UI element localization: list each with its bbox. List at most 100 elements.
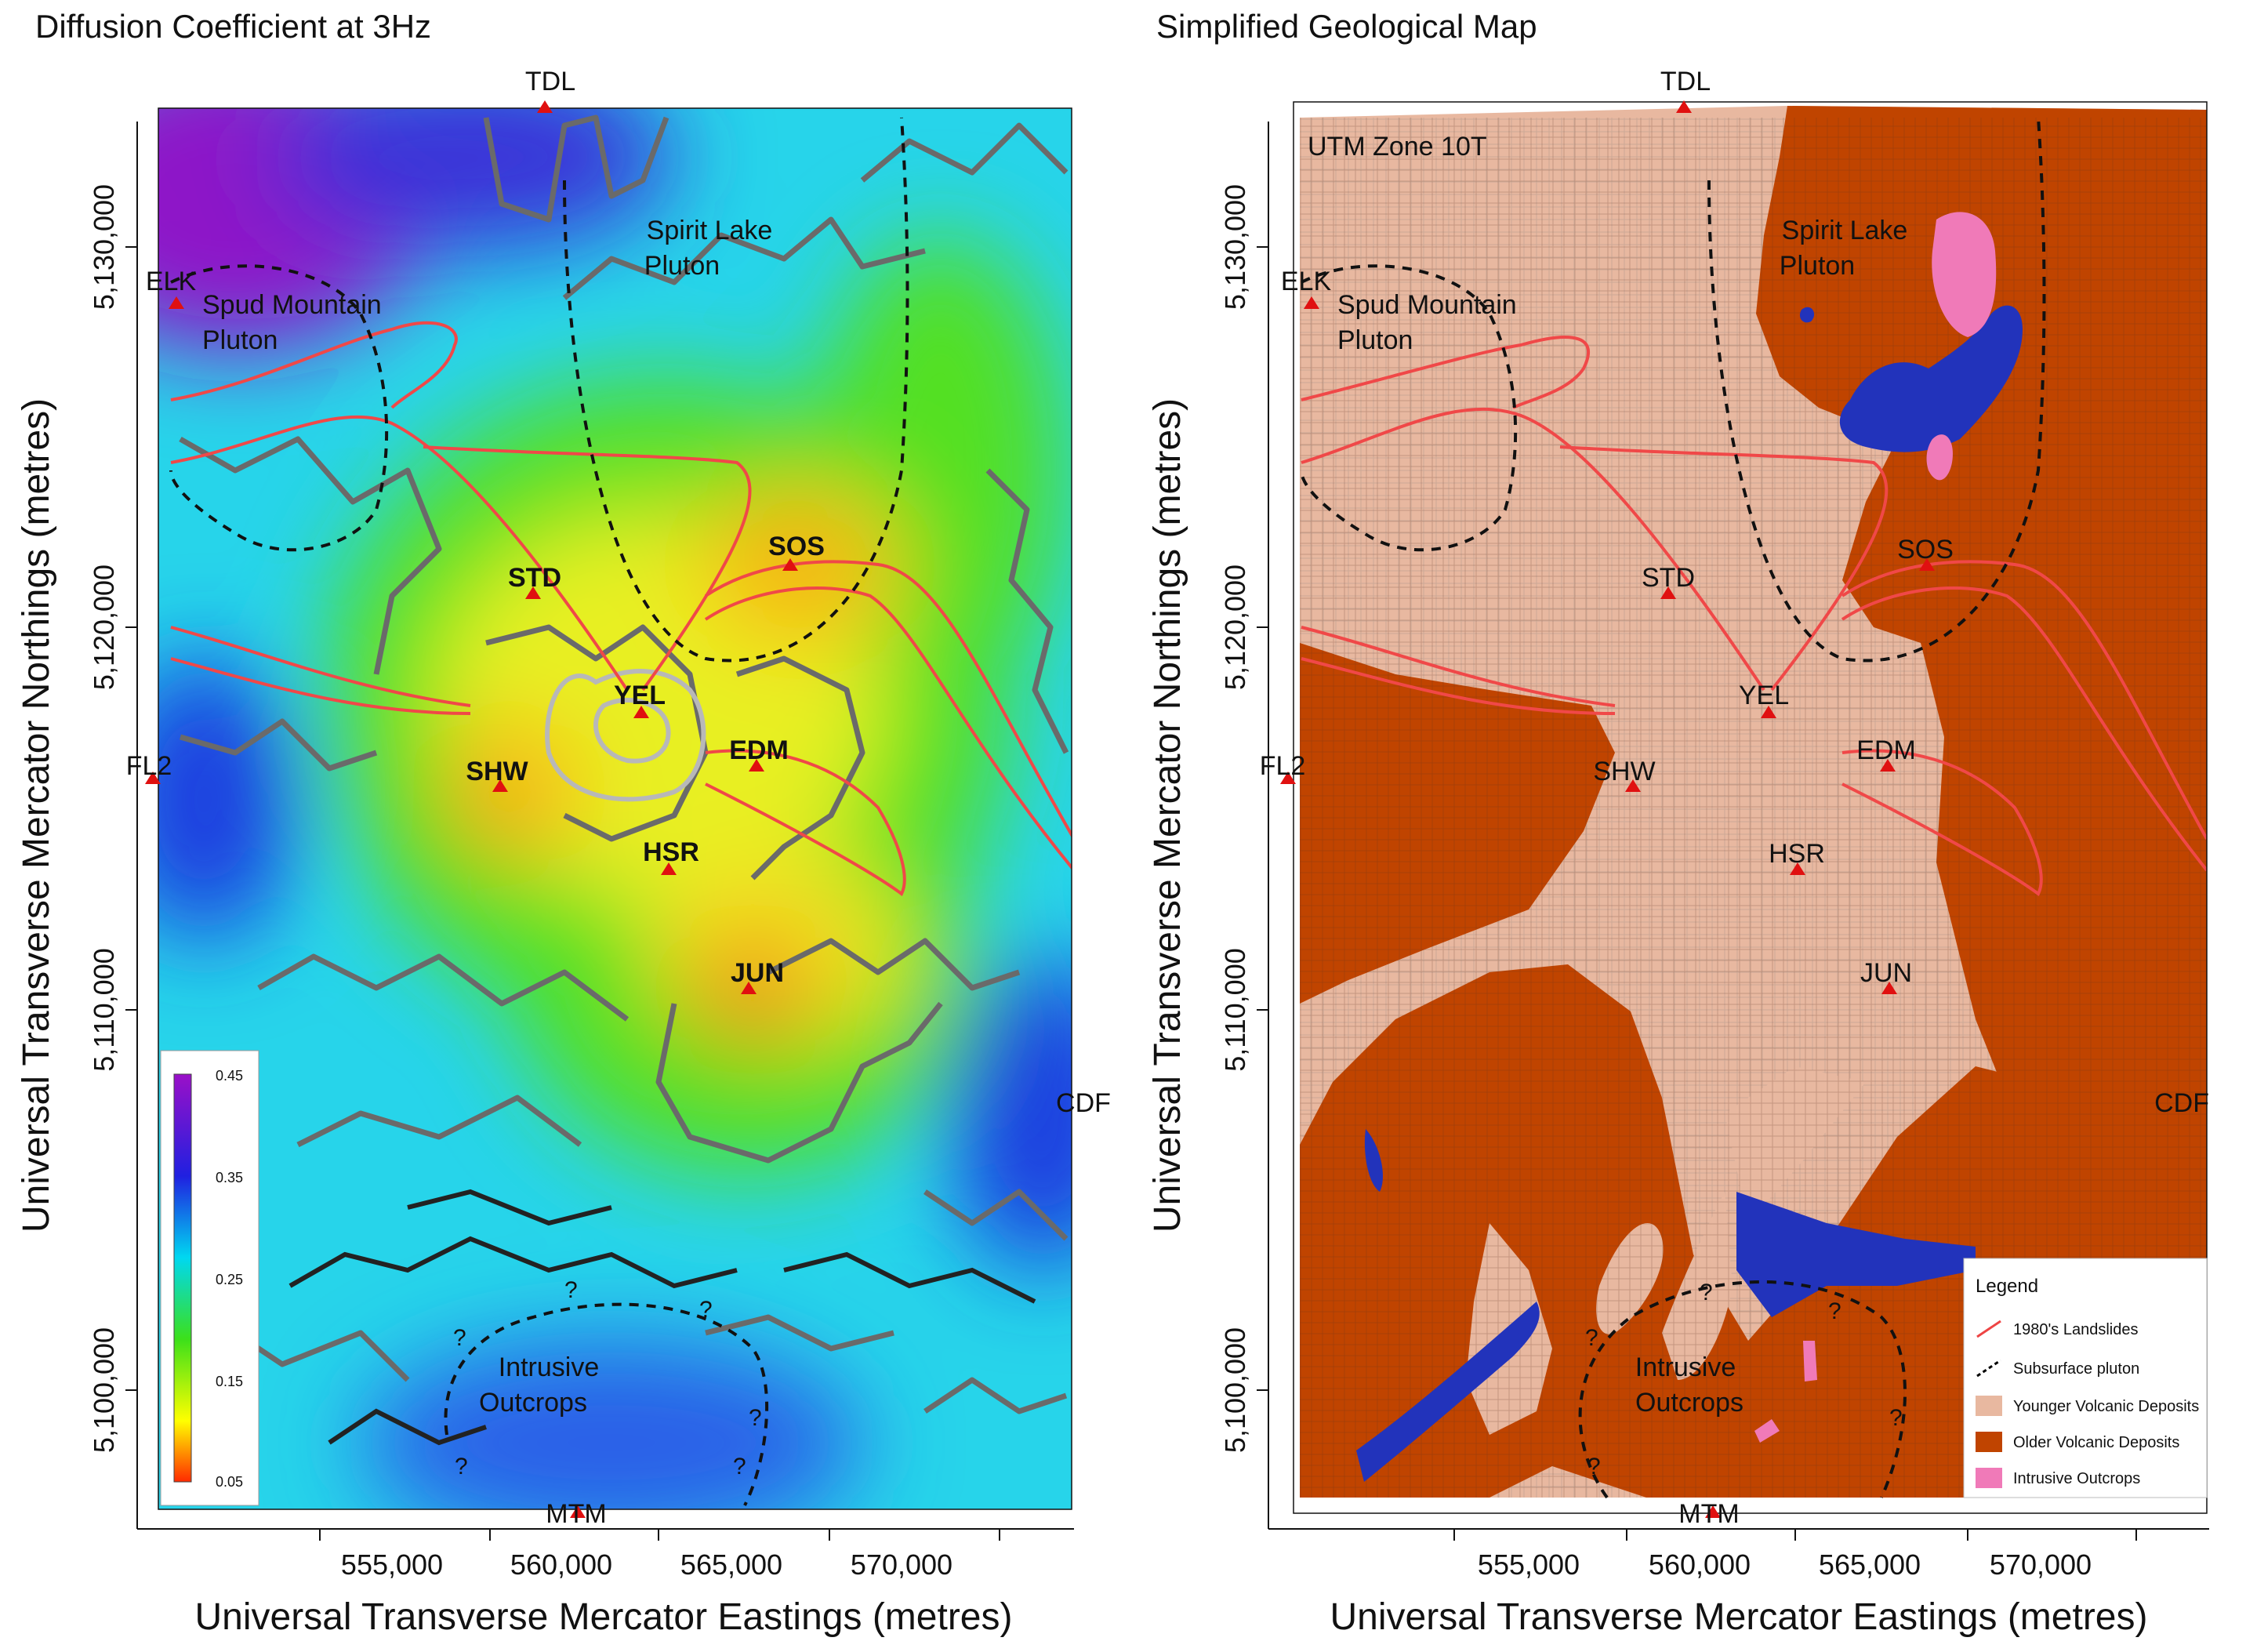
water-bodies: [1356, 305, 2023, 1482]
left-station-mtm: MTM: [546, 1499, 606, 1529]
right-question-mark: ?: [1828, 1298, 1841, 1324]
right-axis-lines: [1268, 122, 2209, 1530]
left-station-elk: ELK: [146, 267, 197, 296]
right-station-jun: JUN: [1860, 958, 1912, 988]
right-question-mark: ?: [1889, 1405, 1903, 1431]
landslide-lines: [170, 321, 1072, 897]
left-x-tick-3: 570,000: [851, 1549, 952, 1581]
left-stations: TDL ELK STD SOS YEL SHW EDM HSR FL2 JUN …: [126, 67, 1111, 1529]
right-station-edm: EDM: [1856, 735, 1916, 765]
right-panel-title: Simplified Geological Map: [1156, 8, 1537, 45]
left-y-tick-1: 5,120,000: [88, 565, 120, 690]
left-map-frame: [158, 107, 1072, 1510]
station-marker: [570, 1505, 586, 1518]
station-marker: [782, 558, 798, 571]
legend-pluton-swatch: [1976, 1359, 2001, 1378]
right-station-shw: SHW: [1593, 757, 1655, 786]
left-spirit-lake-label-2: Pluton: [644, 251, 720, 281]
left-y-axis-label: Universal Transverse Mercator Northings …: [16, 398, 57, 1233]
left-panel: Diffusion Coefficient at 3Hz: [16, 8, 1111, 1638]
legend-intrusive-swatch: [1976, 1468, 2002, 1488]
legend-landslide-swatch: [1976, 1320, 2001, 1338]
station-marker: [741, 982, 757, 994]
left-x-tick-0: 555,000: [341, 1549, 443, 1581]
right-map-frame: [1293, 101, 2208, 1514]
left-y-tick-3: 5,100,000: [88, 1327, 120, 1453]
right-y-axis-label: Universal Transverse Mercator Northings …: [1147, 398, 1188, 1233]
crater-contours: [545, 669, 706, 802]
station-marker: [1660, 586, 1676, 599]
station-marker: [1676, 100, 1692, 113]
right-station-mtm: MTM: [1678, 1499, 1739, 1529]
colorbar-tick-0: 0.45: [216, 1068, 243, 1084]
left-station-shw: SHW: [466, 757, 528, 786]
left-question-mark: ?: [733, 1454, 746, 1480]
left-question-mark: ?: [455, 1454, 468, 1480]
right-station-tdl: TDL: [1660, 67, 1711, 96]
subsurface-pluton-outlines: [169, 117, 909, 1506]
right-station-std: STD: [1642, 563, 1695, 593]
right-station-yel: YEL: [1739, 681, 1789, 710]
right-stations: TDL ELK STD SOS YEL SHW EDM HSR FL2 JUN …: [1260, 67, 2209, 1529]
right-spirit-lake-label-1: Spirit Lake: [1782, 216, 1908, 245]
station-marker: [1304, 296, 1319, 309]
left-region-labels: Spirit Lake Pluton Spud Mountain Pluton …: [202, 216, 772, 1480]
intrusive-outcrops: [1754, 212, 1997, 1443]
legend-item-intrusive: Intrusive Outcrops: [2013, 1470, 2140, 1487]
left-axis-lines: [136, 122, 1074, 1530]
right-spirit-lake-label-2: Pluton: [1780, 251, 1855, 281]
station-marker: [1761, 706, 1776, 718]
right-spud-mountain-label-2: Pluton: [1337, 325, 1413, 355]
right-station-sos: SOS: [1897, 535, 1954, 565]
station-marker: [1881, 982, 1897, 994]
right-spud-mountain-label-1: Spud Mountain: [1337, 290, 1517, 320]
left-station-yel: YEL: [614, 681, 666, 710]
right-question-mark: ?: [1700, 1280, 1713, 1305]
left-y-tick-2: 5,110,000: [88, 948, 120, 1071]
colorbar-tick-2: 0.25: [216, 1272, 243, 1287]
colorbar-tick-4: 0.05: [216, 1474, 243, 1490]
right-x-tick-2: 565,000: [1819, 1549, 1921, 1581]
station-marker: [492, 779, 508, 792]
legend-item-landslides: 1980's Landslides: [2013, 1321, 2139, 1338]
station-marker: [1880, 759, 1896, 772]
station-marker: [1790, 862, 1805, 875]
legend-item-pluton: Subsurface pluton: [2013, 1360, 2139, 1378]
landslide-lines: [1301, 336, 2207, 897]
right-question-mark: ?: [1585, 1325, 1598, 1351]
station-marker: [1625, 779, 1641, 792]
right-intrusive-label-2: Outcrops: [1635, 1388, 1743, 1418]
right-y-tick-0: 5,130,000: [1219, 184, 1251, 310]
station-marker: [633, 706, 649, 718]
right-question-mark: ?: [1587, 1454, 1601, 1480]
left-question-mark: ?: [564, 1277, 578, 1303]
left-question-mark: ?: [749, 1405, 762, 1431]
station-marker: [1705, 1505, 1721, 1518]
right-station-cdf: CDF: [2154, 1088, 2209, 1118]
utm-zone-label: UTM Zone 10T: [1308, 132, 1487, 162]
left-panel-title: Diffusion Coefficient at 3Hz: [35, 8, 431, 45]
map-legend: Legend 1980's Landslides Subsurface plut…: [1963, 1258, 2208, 1498]
right-intrusive-label-1: Intrusive: [1635, 1352, 1736, 1382]
left-station-sos: SOS: [768, 532, 825, 561]
left-station-jun: JUN: [731, 958, 784, 988]
colorbar-tick-3: 0.15: [216, 1374, 243, 1389]
left-question-mark: ?: [699, 1297, 713, 1323]
left-intrusive-label-2: Outcrops: [479, 1388, 587, 1418]
left-intrusive-label-1: Intrusive: [499, 1352, 600, 1382]
right-x-tick-0: 555,000: [1478, 1549, 1580, 1581]
right-station-hsr: HSR: [1769, 839, 1825, 869]
left-question-mark: ?: [453, 1325, 466, 1351]
left-x-axis-label: Universal Transverse Mercator Eastings (…: [195, 1596, 1013, 1638]
left-tick-marks: [125, 246, 1000, 1541]
legend-item-older: Older Volcanic Deposits: [2013, 1434, 2179, 1451]
left-spud-mountain-label-1: Spud Mountain: [202, 290, 382, 320]
left-x-tick-1: 560,000: [510, 1549, 612, 1581]
subsurface-pluton-outlines: [1300, 117, 2046, 1499]
left-station-tdl: TDL: [525, 67, 575, 96]
right-x-axis-label: Universal Transverse Mercator Eastings (…: [1330, 1596, 2148, 1638]
legend-title: Legend: [1976, 1276, 2038, 1297]
legend-item-younger: Younger Volcanic Deposits: [2013, 1398, 2199, 1415]
station-marker: [537, 100, 553, 113]
